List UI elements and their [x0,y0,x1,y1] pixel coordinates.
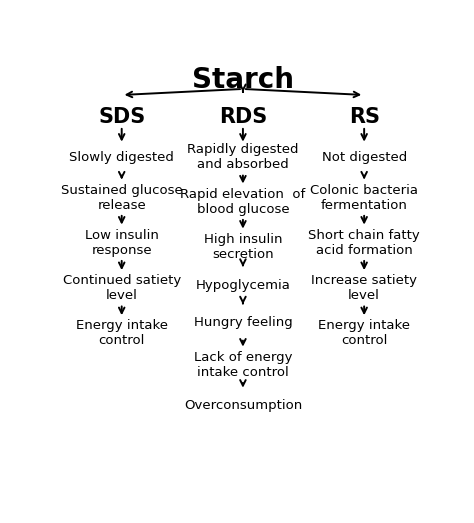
Text: Continued satiety
level: Continued satiety level [63,274,181,302]
Text: High insulin
secretion: High insulin secretion [204,233,282,261]
Text: Rapidly digested
and absorbed: Rapidly digested and absorbed [187,143,299,172]
Text: Not digested: Not digested [321,151,407,164]
Text: Energy intake
control: Energy intake control [318,320,410,347]
Text: Starch: Starch [192,66,294,94]
Text: Sustained glucose
release: Sustained glucose release [61,184,182,212]
Text: SDS: SDS [98,107,146,127]
Text: Short chain fatty
acid formation: Short chain fatty acid formation [308,229,420,257]
Text: Increase satiety
level: Increase satiety level [311,274,417,302]
Text: Rapid elevation  of
blood glucose: Rapid elevation of blood glucose [180,188,306,215]
Text: Low insulin
response: Low insulin response [85,229,159,257]
Text: Overconsumption: Overconsumption [184,400,302,412]
Text: Colonic bacteria
fermentation: Colonic bacteria fermentation [310,184,418,212]
Text: RS: RS [349,107,380,127]
Text: Hypoglycemia: Hypoglycemia [195,279,291,291]
Text: Slowly digested: Slowly digested [69,151,174,164]
Text: Hungry feeling: Hungry feeling [193,316,292,329]
Text: RDS: RDS [219,107,267,127]
Text: Lack of energy
intake control: Lack of energy intake control [194,351,292,379]
Text: Energy intake
control: Energy intake control [76,320,168,347]
